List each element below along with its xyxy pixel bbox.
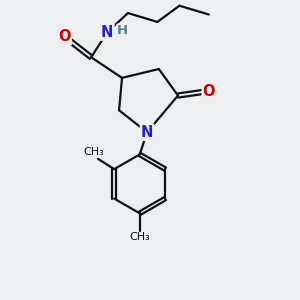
Text: O: O — [202, 84, 215, 99]
Text: CH₃: CH₃ — [83, 147, 104, 158]
Text: CH₃: CH₃ — [129, 232, 150, 242]
Text: H: H — [117, 24, 128, 37]
Text: O: O — [58, 29, 71, 44]
Text: N: N — [141, 125, 153, 140]
Text: N: N — [101, 25, 113, 40]
